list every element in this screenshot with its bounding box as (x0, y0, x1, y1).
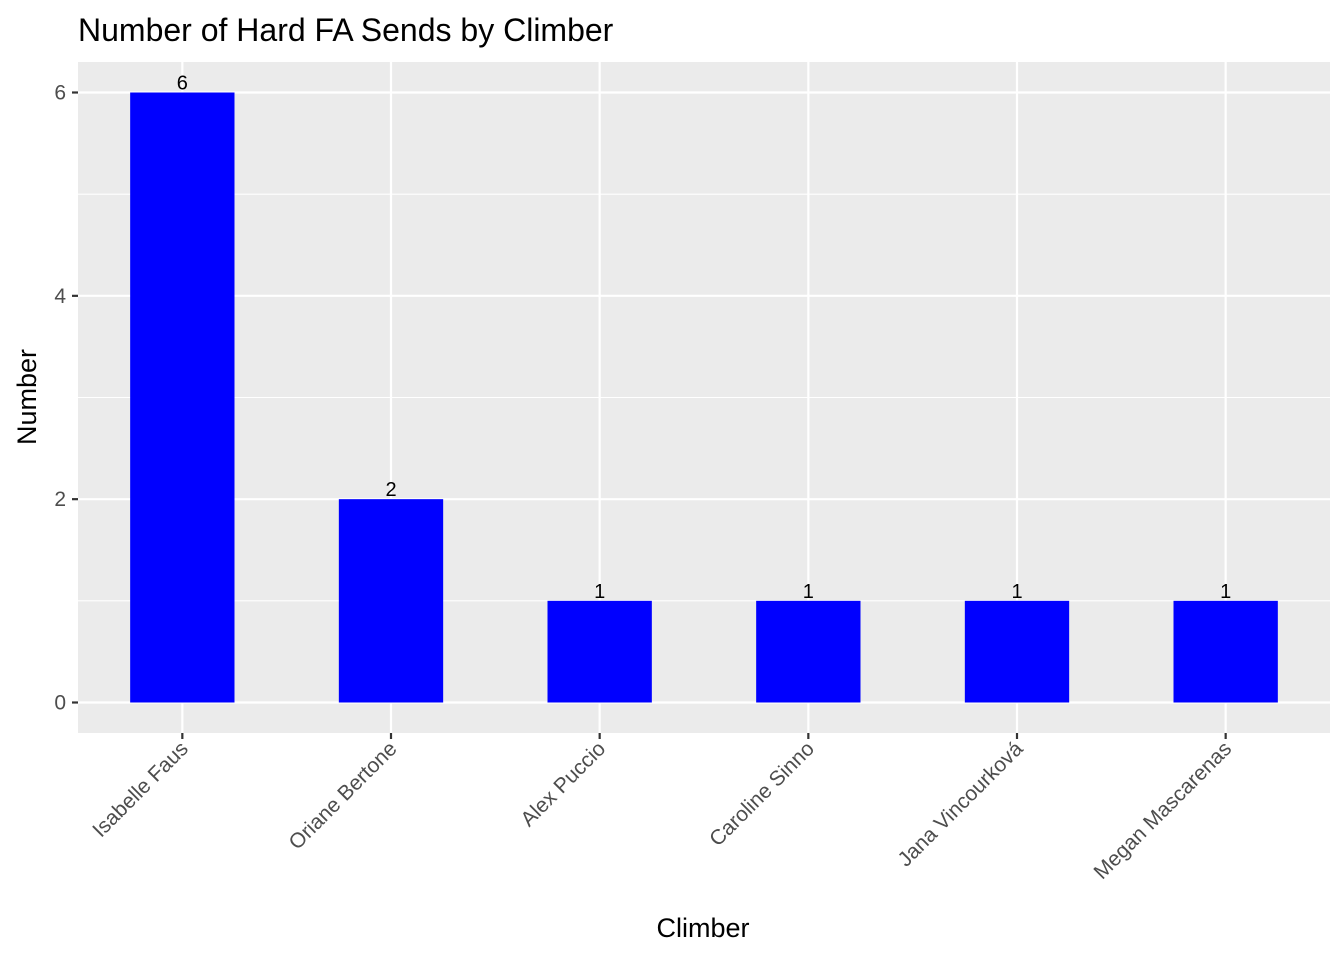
y-axis: 0 2 4 6 (54, 82, 78, 715)
minor-gridlines (78, 193, 1330, 602)
x-tick-label: Alex Puccio (516, 737, 610, 831)
bar-value-label: 1 (594, 581, 605, 603)
bar (338, 499, 444, 703)
x-tick-label: Oriane Bertone (285, 737, 402, 854)
bar-value-label: 6 (177, 73, 188, 95)
y-tick-label: 2 (54, 488, 66, 511)
x-tick-label: Isabelle Faus (88, 737, 193, 842)
bar-value-label: 2 (385, 479, 396, 501)
x-tick-label: Caroline Sinno (705, 737, 819, 851)
bar (1173, 600, 1278, 703)
x-tick-label: Megan Mascarenas (1090, 737, 1237, 884)
bar-value-label: 1 (803, 581, 814, 603)
x-axis-title: Climber (656, 913, 749, 943)
chart-title: Number of Hard FA Sends by Climber (78, 12, 614, 48)
bar (130, 92, 235, 703)
bar-value-label: 1 (1220, 581, 1231, 603)
x-axis: Isabelle Faus Oriane Bertone Alex Puccio Ca… (88, 733, 1236, 884)
y-tick-label: 4 (54, 285, 66, 308)
y-axis-title: Number (12, 349, 42, 445)
bar (547, 600, 652, 703)
data-labels: 6 2 1 1 1 1 (177, 73, 1231, 603)
bar (756, 600, 861, 703)
y-tick-label: 6 (54, 82, 66, 105)
bar (964, 600, 1070, 703)
y-tick-label: 0 (54, 692, 66, 715)
x-tick-label: Jana Vincourková (893, 737, 1027, 871)
bar-value-label: 1 (1011, 581, 1022, 603)
bars (130, 92, 1278, 703)
